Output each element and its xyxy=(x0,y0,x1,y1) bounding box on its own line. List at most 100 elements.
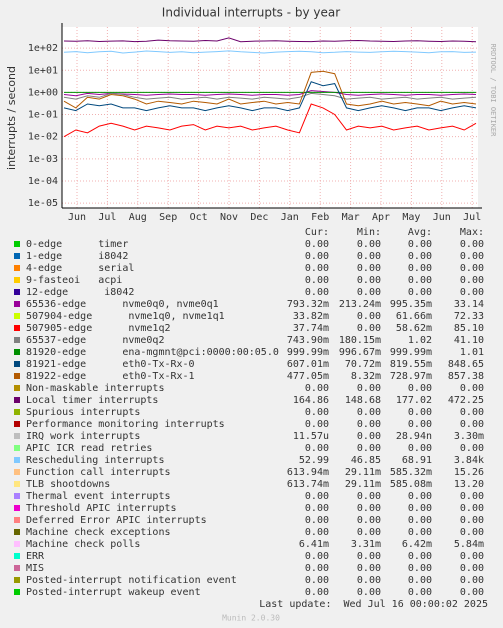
legend-label: 81920-edge ena-mgmnt@pci:0000:00:05.0 xyxy=(26,347,279,358)
y-tick-label: 1e+02 xyxy=(28,43,58,54)
column-header: Avg: xyxy=(408,227,432,238)
y-tick-label: 1e+00 xyxy=(28,87,58,98)
legend-stat: 0.00 xyxy=(357,443,381,454)
legend-stat: 0.00 xyxy=(305,239,329,250)
legend-stat: 0.00 xyxy=(305,263,329,274)
legend-swatch xyxy=(14,577,20,583)
legend-swatch xyxy=(14,397,20,403)
legend-stat: 0.00 xyxy=(305,251,329,262)
legend-stat: 0.00 xyxy=(460,575,484,586)
legend-stat: 0.00 xyxy=(408,407,432,418)
legend-stat: 148.68 xyxy=(345,395,381,406)
x-tick-label: Nov xyxy=(220,212,238,223)
y-tick-label: 1e-04 xyxy=(28,176,58,187)
legend-stat: 0.00 xyxy=(357,275,381,286)
legend-swatch xyxy=(14,505,20,511)
legend-stat: 819.55m xyxy=(390,359,432,370)
legend-label: IRQ work interrupts xyxy=(26,431,140,442)
legend-stat: 0.00 xyxy=(408,575,432,586)
legend-stat: 0.00 xyxy=(305,587,329,598)
legend-stat: 29.11m xyxy=(345,467,381,478)
legend-stat: 1.01 xyxy=(460,347,484,358)
legend-swatch xyxy=(14,457,20,463)
legend-swatch xyxy=(14,241,20,247)
legend-stat: 0.00 xyxy=(408,383,432,394)
y-tick-label: 1e-03 xyxy=(28,154,58,165)
footer: Munin 2.0.30 xyxy=(222,614,280,623)
series-line xyxy=(63,81,477,112)
legend-stat: 0.00 xyxy=(305,491,329,502)
legend-label: Performance monitoring interrupts xyxy=(26,419,225,430)
legend-stat: 999.99m xyxy=(287,347,329,358)
x-tick-label: Apr xyxy=(372,212,390,223)
legend-label: Deferred Error APIC interrupts xyxy=(26,515,207,526)
legend-swatch xyxy=(14,445,20,451)
legend-stat: 1.02 xyxy=(408,335,432,346)
legend-stat: 848.65 xyxy=(448,359,484,370)
legend-stat: 0.00 xyxy=(357,407,381,418)
legend-stat: 0.00 xyxy=(305,419,329,430)
legend-stat: 0.00 xyxy=(357,263,381,274)
legend-stat: 0.00 xyxy=(357,419,381,430)
legend-label: ERR xyxy=(26,551,45,562)
legend-swatch xyxy=(14,589,20,595)
legend-stat: 607.01m xyxy=(287,359,329,370)
x-tick-label: Jul xyxy=(463,212,481,223)
legend-label: Posted-interrupt notification event xyxy=(26,575,237,586)
legend-label: Function call interrupts xyxy=(26,467,171,478)
legend-stat: 0.00 xyxy=(305,407,329,418)
legend-stat: 15.26 xyxy=(454,467,484,478)
legend-stat: 0.00 xyxy=(460,587,484,598)
legend-stat: 68.91 xyxy=(402,455,432,466)
legend-swatch xyxy=(14,373,20,379)
x-tick-label: Sep xyxy=(159,212,177,223)
series-line xyxy=(63,50,477,54)
legend-stat: 0.00 xyxy=(408,587,432,598)
legend-stat: 743.90m xyxy=(287,335,329,346)
legend-stat: 0.00 xyxy=(408,419,432,430)
legend-stat: 0.00 xyxy=(460,263,484,274)
legend-label: Rescheduling interrupts xyxy=(26,455,164,466)
legend-label: APIC ICR read retries xyxy=(26,443,152,454)
legend-label: Machine check polls xyxy=(26,539,140,550)
legend-stat: 0.00 xyxy=(460,515,484,526)
legend-stat: 0.00 xyxy=(357,587,381,598)
legend-stat: 164.86 xyxy=(293,395,329,406)
legend-label: MIS xyxy=(26,563,44,574)
legend-stat: 585.32m xyxy=(390,467,432,478)
legend-stat: 0.00 xyxy=(357,503,381,514)
legend-stat: 5.84m xyxy=(454,539,484,550)
legend-stat: 0.00 xyxy=(408,287,432,298)
x-tick-label: Aug xyxy=(129,212,147,223)
legend-stat: 0.00 xyxy=(460,551,484,562)
legend-stat: 0.00 xyxy=(460,503,484,514)
legend-swatch xyxy=(14,433,20,439)
legend-stat: 0.00 xyxy=(408,515,432,526)
legend-swatch xyxy=(14,277,20,283)
series-line xyxy=(63,92,477,100)
legend-label: 81922-edge eth0-Tx-Rx-1 xyxy=(26,371,195,382)
legend-stat: 0.00 xyxy=(460,239,484,250)
legend-stat: 13.20 xyxy=(454,479,484,490)
legend-stat: 6.42m xyxy=(402,539,432,550)
legend-stat: 0.00 xyxy=(460,383,484,394)
legend-stat: 41.10 xyxy=(454,335,484,346)
legend-stat: 11.57u xyxy=(293,431,329,442)
legend-stat: 0.00 xyxy=(305,275,329,286)
legend-swatch xyxy=(14,409,20,415)
legend-label: 1-edge i8042 xyxy=(26,251,128,262)
legend-swatch xyxy=(14,469,20,475)
legend-stat: 37.74m xyxy=(293,323,329,334)
legend-stat: 0.00 xyxy=(357,551,381,562)
legend-swatch xyxy=(14,553,20,559)
legend-stat: 0.00 xyxy=(408,563,432,574)
legend-swatch xyxy=(14,325,20,331)
legend-stat: 52.99 xyxy=(299,455,329,466)
column-header: Min: xyxy=(357,227,381,238)
legend-stat: 999.99m xyxy=(390,347,432,358)
legend-label: 65536-edge nvme0q0, nvme0q1 xyxy=(26,299,219,310)
legend-label: 0-edge timer xyxy=(26,239,128,250)
x-tick-label: Jun xyxy=(68,212,86,223)
legend-label: 507905-edge nvme1q2 xyxy=(26,323,171,334)
legend-stat: 0.00 xyxy=(357,323,381,334)
